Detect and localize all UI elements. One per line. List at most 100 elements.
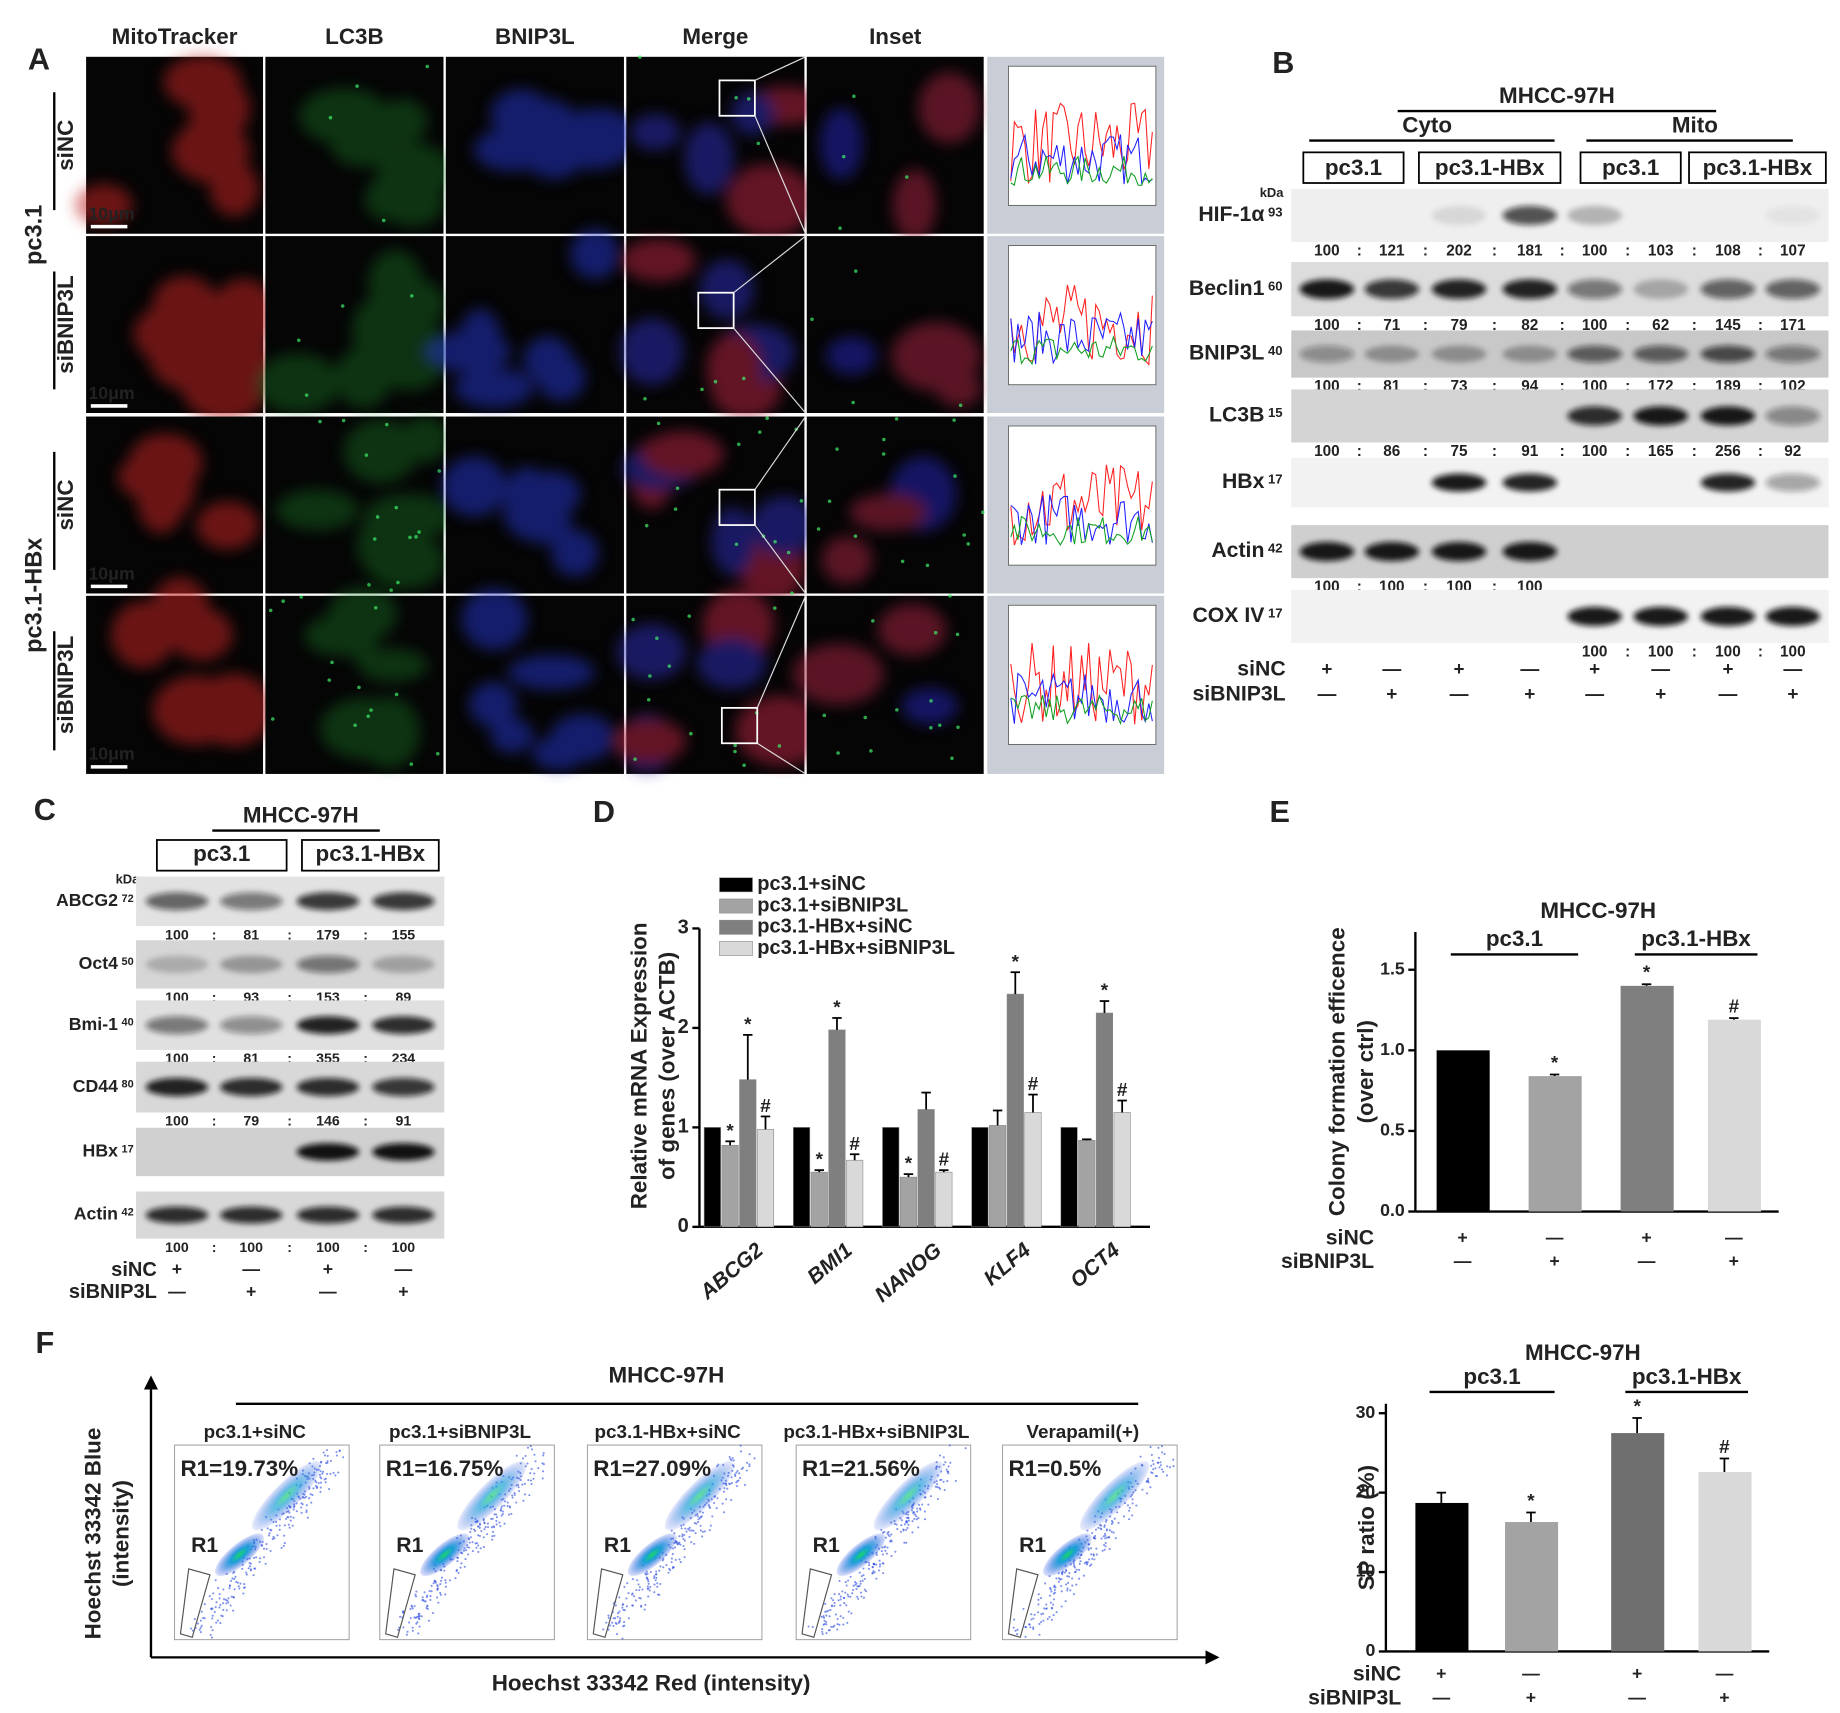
puncta (799, 499, 804, 503)
event (748, 1453, 751, 1456)
event (1149, 1446, 1152, 1449)
event (861, 1579, 864, 1582)
event (427, 1619, 431, 1622)
column-header: BNIP3L (495, 24, 575, 49)
panel-label: D (593, 795, 615, 829)
event (738, 1472, 741, 1475)
event (211, 1629, 214, 1632)
puncta (882, 437, 886, 442)
separator: : (287, 1113, 292, 1129)
event (625, 1605, 628, 1608)
event (1060, 1584, 1063, 1588)
treatment-sign: — (1651, 658, 1670, 679)
event (513, 1493, 516, 1496)
band (220, 1206, 283, 1224)
event (708, 1529, 711, 1532)
event (828, 1629, 831, 1632)
cell (357, 696, 421, 769)
event (486, 1525, 490, 1529)
event (418, 1625, 421, 1628)
event (1016, 1633, 1019, 1636)
event (907, 1523, 910, 1526)
event (837, 1599, 840, 1602)
event (243, 1583, 246, 1586)
event (938, 1454, 942, 1457)
population (873, 1461, 943, 1531)
event (884, 1549, 887, 1552)
event (823, 1622, 826, 1626)
band (1502, 205, 1558, 226)
bands (145, 955, 435, 974)
event (709, 1524, 712, 1527)
event (748, 1463, 751, 1466)
event (406, 1630, 409, 1633)
event (471, 1550, 474, 1553)
event (824, 1610, 827, 1613)
bar (1611, 1433, 1665, 1652)
event (855, 1587, 858, 1591)
event (1089, 1547, 1093, 1550)
separator: : (1492, 317, 1497, 334)
event (1043, 1607, 1046, 1610)
gate-label: R1 (396, 1534, 423, 1557)
event (821, 1630, 824, 1633)
puncta (981, 510, 985, 515)
band (1567, 345, 1622, 363)
separator: : (212, 989, 217, 1005)
event (1150, 1453, 1153, 1456)
separator: : (363, 1113, 368, 1129)
bar (828, 1029, 846, 1228)
band (220, 1016, 283, 1035)
quantification: 81 (243, 926, 259, 942)
event (1053, 1584, 1056, 1587)
cell (696, 638, 767, 689)
cell (75, 183, 133, 226)
event (1157, 1461, 1160, 1464)
bar (1095, 1012, 1114, 1228)
event (907, 1519, 911, 1522)
event (478, 1534, 481, 1538)
puncta (950, 756, 954, 761)
event (523, 1493, 526, 1496)
event (807, 1625, 810, 1628)
event (845, 1604, 848, 1607)
event (252, 1556, 256, 1560)
event (614, 1604, 617, 1607)
chart-title: MHCC-97H (1525, 1340, 1641, 1365)
event (424, 1600, 427, 1603)
event (222, 1602, 225, 1605)
band (1700, 606, 1756, 627)
cell (490, 718, 534, 753)
event (444, 1581, 447, 1584)
event (683, 1556, 686, 1559)
event (477, 1550, 480, 1554)
event (722, 1490, 725, 1493)
event (414, 1595, 418, 1598)
band (145, 1206, 209, 1224)
event (847, 1579, 850, 1582)
puncta (328, 115, 333, 120)
event (210, 1636, 213, 1639)
event (1095, 1547, 1098, 1550)
event (493, 1534, 496, 1537)
quantification: 202 (1446, 242, 1472, 259)
event (822, 1616, 826, 1619)
event (306, 1516, 309, 1519)
event (847, 1595, 850, 1598)
cell (617, 623, 686, 680)
event (511, 1496, 514, 1499)
band (220, 955, 283, 974)
event (888, 1535, 891, 1538)
molecular-weight: 15 (1268, 405, 1283, 420)
event (215, 1621, 218, 1624)
molecular-weight: 93 (1268, 205, 1283, 220)
event (927, 1503, 930, 1506)
event (267, 1534, 271, 1537)
cell (699, 259, 754, 319)
event (208, 1595, 211, 1598)
event (495, 1513, 498, 1516)
blot-label: HIF-1α (1198, 203, 1264, 226)
event (612, 1617, 615, 1620)
event (212, 1592, 215, 1595)
event (605, 1621, 608, 1624)
